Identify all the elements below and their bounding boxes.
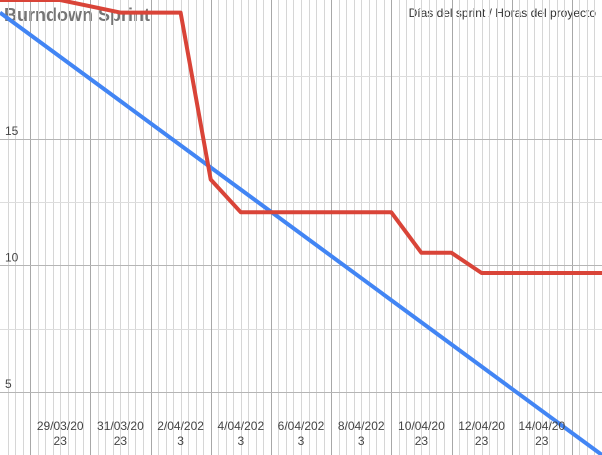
y-tick-label: 10 [5, 250, 19, 264]
x-axis-labels: 29/03/20 23 31/03/20 23 2/04/202 3 4/04/202 3 6/… [37, 419, 566, 448]
x-tick-label: 10/04/20 23 [398, 419, 445, 448]
x-tick-label: 12/04/20 23 [458, 419, 505, 448]
x-tick-label: 2/04/202 3 [157, 419, 204, 448]
y-tick-label: 15 [5, 124, 19, 138]
y-axis-labels: 5 10 15 [5, 124, 19, 391]
series-line-actual [0, 0, 602, 275]
x-tick-label: 8/04/202 3 [338, 419, 385, 448]
series-line-ideal [0, 10, 602, 455]
y-tick-label: 5 [5, 377, 12, 391]
x-tick-label: 4/04/202 3 [217, 419, 264, 448]
x-tick-label: 14/04/20 23 [518, 419, 565, 448]
x-tick-label: 6/04/202 3 [278, 419, 325, 448]
x-tick-label: 31/03/20 23 [97, 419, 144, 448]
x-tick-label: 29/03/20 23 [37, 419, 84, 448]
